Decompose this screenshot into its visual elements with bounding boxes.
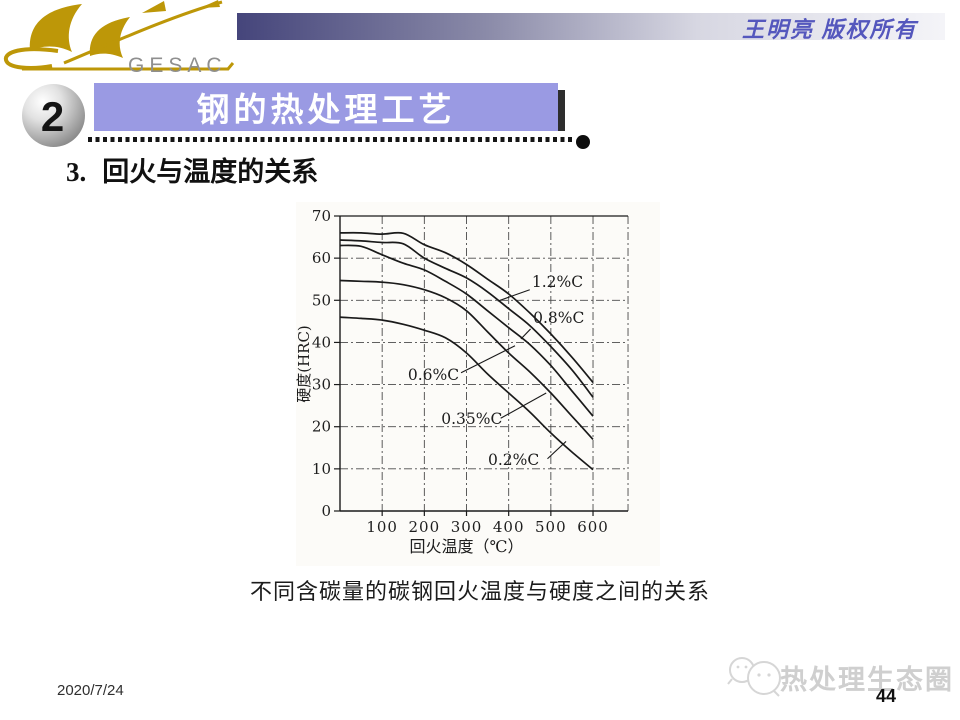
- watermark: 热处理生态圈: [700, 648, 952, 708]
- series-label: 0.6%C: [408, 366, 459, 384]
- x-tick-label: 300: [451, 518, 483, 536]
- series-curve: [339, 231, 594, 384]
- x-tick-label: 200: [409, 518, 441, 536]
- section-title-banner: 钢的热处理工艺: [94, 83, 558, 131]
- y-tick-label: 40: [312, 333, 331, 351]
- header-gradient-bar: [237, 13, 945, 40]
- y-axis-title: 硬度(HRC): [296, 325, 313, 403]
- x-axis-title: 回火温度（℃）: [410, 537, 524, 556]
- figure-caption: 不同含碳量的碳钢回火温度与硬度之间的关系: [249, 579, 710, 604]
- x-tick-label: 500: [535, 518, 567, 536]
- watermark-text: 热处理生态圈: [780, 665, 954, 695]
- x-tick-label: 400: [493, 518, 525, 536]
- y-tick-label: 20: [312, 418, 331, 436]
- copyright-text: 王明亮 版权所有: [742, 17, 918, 42]
- page-number: 44: [876, 686, 897, 706]
- slide-date: 2020/7/24: [57, 682, 124, 699]
- divider-end-dot: [576, 135, 590, 149]
- y-tick-label: 10: [312, 460, 331, 478]
- x-tick-label: 100: [366, 518, 398, 536]
- series-label: 1.2%C: [532, 273, 583, 291]
- series-curve: [339, 239, 594, 398]
- y-tick-label: 30: [312, 376, 331, 394]
- dotted-divider: [88, 137, 572, 142]
- y-tick-label: 0: [321, 502, 331, 520]
- section-number: 2: [40, 92, 65, 140]
- series-label: 0.35%C: [441, 410, 502, 428]
- y-tick-label: 50: [312, 291, 331, 309]
- y-tick-label: 60: [312, 249, 331, 267]
- series-curve: [339, 279, 594, 440]
- gesac-logo: GESAC: [3, 0, 234, 77]
- chat-bubbles-icon: [727, 657, 781, 697]
- series-label-leader: [460, 345, 516, 374]
- section-title: 钢的热处理工艺: [196, 91, 456, 128]
- figure-scan: 0 10 20 30 40 50 60 70 100 200 300 400 500 600 回火温度（℃）…: [295, 202, 660, 566]
- hardness-vs-tempering-chart: 0 10 20 30 40 50 60 70 100 200 300 400 500 600 回火温度（℃）…: [295, 207, 629, 556]
- sails-icon: [3, 0, 234, 71]
- series-curve: [339, 244, 594, 417]
- series-label: 0.2%C: [488, 451, 539, 469]
- y-tick-label: 70: [312, 207, 331, 225]
- series-label-leader: [497, 289, 530, 302]
- series-curve: [339, 316, 594, 471]
- series-label: 0.8%C: [533, 309, 584, 327]
- heading-text: 回火与温度的关系: [102, 157, 319, 187]
- series-label-leader: [547, 441, 567, 460]
- section-number-sphere: 2: [22, 84, 85, 147]
- slide-heading: 3. 回火与温度的关系: [66, 150, 318, 189]
- banner-shadow: [558, 90, 565, 131]
- heading-number: 3.: [66, 157, 87, 187]
- logo-wordmark: GESAC: [128, 54, 227, 77]
- x-tick-label: 600: [577, 518, 609, 536]
